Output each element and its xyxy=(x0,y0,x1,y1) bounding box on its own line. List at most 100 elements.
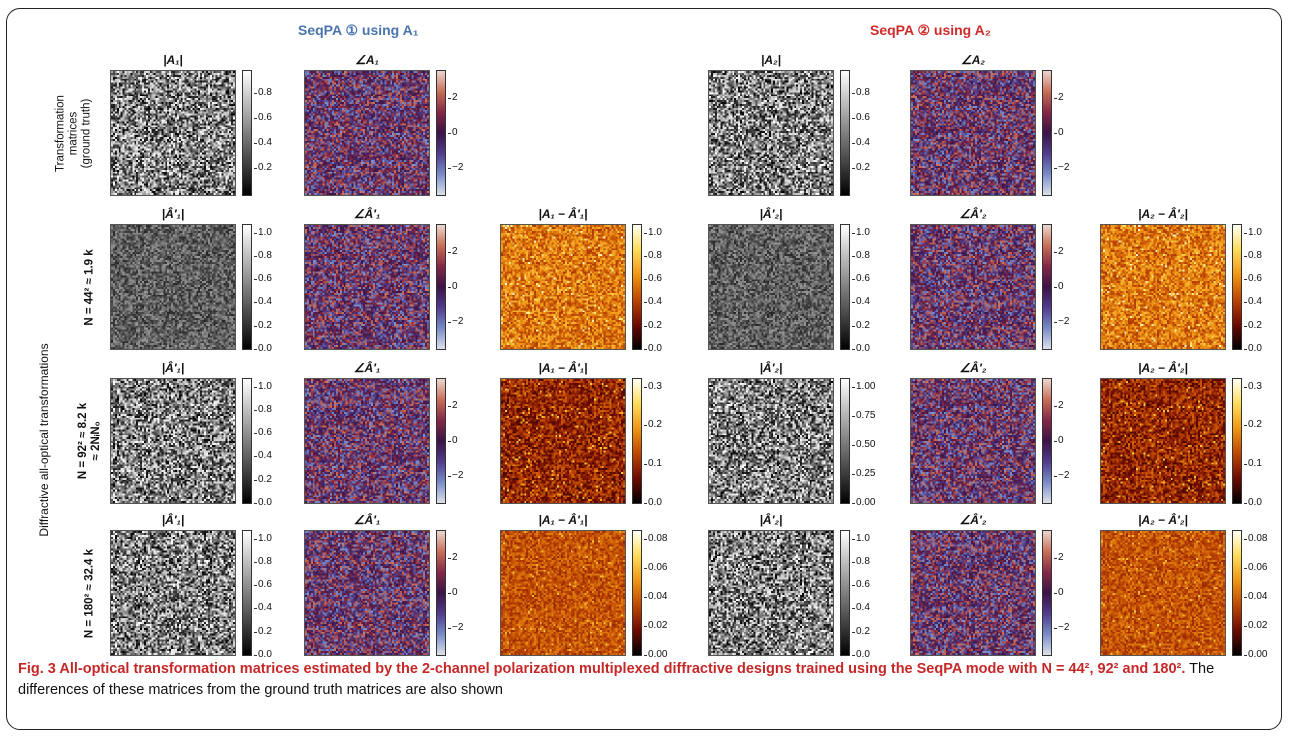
colorbar-tick-label: 0.1 xyxy=(644,458,662,470)
panel-title: |A₂ − Â′₂| xyxy=(1138,361,1188,375)
colorbar xyxy=(1042,224,1052,350)
colorbar-tick-label: 0 xyxy=(1054,587,1064,598)
colorbar-tick-label: 0 xyxy=(1054,435,1064,446)
panel-title: |Â′₁| xyxy=(161,513,185,527)
colorbar-tick-label: 1.0 xyxy=(1244,226,1262,238)
row-label-line: N = 92² ≈ 8.2 k xyxy=(77,402,89,480)
phase-matrix xyxy=(910,378,1036,504)
colorbar-tick-label: 0.8 xyxy=(254,86,272,98)
panel-title: |A₁ − Â′₁| xyxy=(538,513,588,527)
colorbar-tick-label: 0.0 xyxy=(644,342,662,354)
colorbar-tick-label: 0.08 xyxy=(1243,532,1268,544)
colorbar-tick-label: −2 xyxy=(447,162,464,174)
colorbar xyxy=(436,70,446,196)
row-label: N = 44² ≈ 1.9 k xyxy=(84,217,97,357)
panel-title: |Â′₂| xyxy=(759,207,783,221)
colorbar xyxy=(1232,224,1242,350)
colorbar xyxy=(1042,70,1052,196)
colorbar xyxy=(242,224,252,350)
panel-title: |Â′₂| xyxy=(759,513,783,527)
colorbar-tick-label: 0.00 xyxy=(851,496,876,508)
row-label: Transformation matrices (ground truth) xyxy=(55,63,94,203)
colorbar-tick-label: 0.0 xyxy=(1244,342,1262,354)
colorbar-tick-label: 0.2 xyxy=(254,319,272,331)
group-title-seqpa-2: SeqPA ② using A₂ xyxy=(870,22,991,38)
colorbar-tick-label: 0.8 xyxy=(254,404,272,415)
colorbar xyxy=(1232,378,1242,504)
colorbar-tick-label: 0.6 xyxy=(852,579,870,591)
colorbar-tick-label: 0.4 xyxy=(254,450,272,462)
panel-title: ∠A₂ xyxy=(961,53,985,67)
colorbar-tick-label: 0.4 xyxy=(254,137,272,149)
colorbar-tick-label: 0 xyxy=(448,281,458,292)
error-matrix xyxy=(500,224,626,350)
amplitude-matrix xyxy=(110,224,236,350)
colorbar-tick-label: 0.6 xyxy=(1244,273,1262,285)
side-label: Diffractive all-optical transformations xyxy=(37,343,51,537)
colorbar-tick-label: 0.8 xyxy=(1244,250,1262,261)
phase-matrix xyxy=(910,530,1036,656)
colorbar-tick-label: 0.4 xyxy=(644,296,662,308)
colorbar-tick-label: 0.25 xyxy=(851,467,876,479)
colorbar-tick-label: 0.6 xyxy=(254,111,272,123)
colorbar-tick-label: 0.2 xyxy=(852,162,870,174)
panel-title: ∠Â′₁ xyxy=(353,513,381,527)
colorbar xyxy=(1232,530,1242,656)
colorbar-tick-label: 0.2 xyxy=(1244,319,1262,331)
error-matrix xyxy=(1100,530,1226,656)
error-matrix xyxy=(500,378,626,504)
error-matrix xyxy=(1100,378,1226,504)
colorbar-tick-label: 0.4 xyxy=(852,602,870,614)
colorbar-tick-label: 0.0 xyxy=(254,496,272,508)
colorbar xyxy=(840,378,850,504)
row-label-line: (ground truth) xyxy=(80,98,93,168)
panel-title: |A₁ − Â′₁| xyxy=(538,207,588,221)
colorbar xyxy=(632,378,642,504)
amplitude-matrix xyxy=(708,378,834,504)
colorbar-tick-label: 0.0 xyxy=(852,648,870,660)
colorbar xyxy=(1042,378,1052,504)
panel-title: ∠Â′₂ xyxy=(959,207,987,221)
colorbar-tick-label: 0 xyxy=(448,587,458,598)
colorbar-tick-label: 0.8 xyxy=(852,250,870,261)
amplitude-matrix xyxy=(110,530,236,656)
colorbar-tick-label: −2 xyxy=(447,622,464,634)
panel-title: |A₁| xyxy=(163,53,183,67)
colorbar-tick-label: 0.2 xyxy=(852,625,870,637)
error-matrix xyxy=(1100,224,1226,350)
colorbar-tick-label: 0.02 xyxy=(1243,619,1268,631)
colorbar-tick-label: 0.8 xyxy=(254,556,272,567)
figure-frame xyxy=(6,8,1282,730)
colorbar xyxy=(436,378,446,504)
colorbar-tick-label: 0.50 xyxy=(851,438,876,450)
colorbar-tick-label: 0.0 xyxy=(852,342,870,354)
panel-title: ∠Â′₂ xyxy=(959,361,987,375)
colorbar-tick-label: 2 xyxy=(448,245,458,257)
colorbar-tick-label: 0.2 xyxy=(254,162,272,174)
colorbar-tick-label: 1.0 xyxy=(644,226,662,238)
colorbar-tick-label: 0.02 xyxy=(643,619,668,631)
colorbar-tick-label: 1.0 xyxy=(254,226,272,238)
phase-matrix xyxy=(304,70,430,196)
colorbar-tick-label: 0.4 xyxy=(852,137,870,149)
figure-caption: Fig. 3 All-optical transformation matric… xyxy=(18,659,1268,701)
colorbar-tick-label: 0.0 xyxy=(1244,496,1262,508)
colorbar-tick-label: −2 xyxy=(447,470,464,482)
phase-matrix xyxy=(910,224,1036,350)
panel-title: |A₁ − Â′₁| xyxy=(538,361,588,375)
panel-title: ∠Â′₂ xyxy=(959,513,987,527)
colorbar xyxy=(632,530,642,656)
panel-title: |A₂ − Â′₂| xyxy=(1138,207,1188,221)
colorbar-tick-label: −2 xyxy=(1053,470,1070,482)
colorbar-tick-label: 0.8 xyxy=(852,86,870,98)
colorbar xyxy=(242,70,252,196)
colorbar xyxy=(436,530,446,656)
colorbar-tick-label: 0.8 xyxy=(852,556,870,567)
colorbar xyxy=(840,224,850,350)
phase-matrix xyxy=(304,224,430,350)
colorbar-tick-label: 1.0 xyxy=(254,532,272,544)
colorbar-tick-label: 0.0 xyxy=(254,342,272,354)
colorbar-tick-label: −2 xyxy=(1053,316,1070,328)
colorbar-tick-label: 0.2 xyxy=(644,419,662,431)
panel-title: ∠Â′₁ xyxy=(353,361,381,375)
